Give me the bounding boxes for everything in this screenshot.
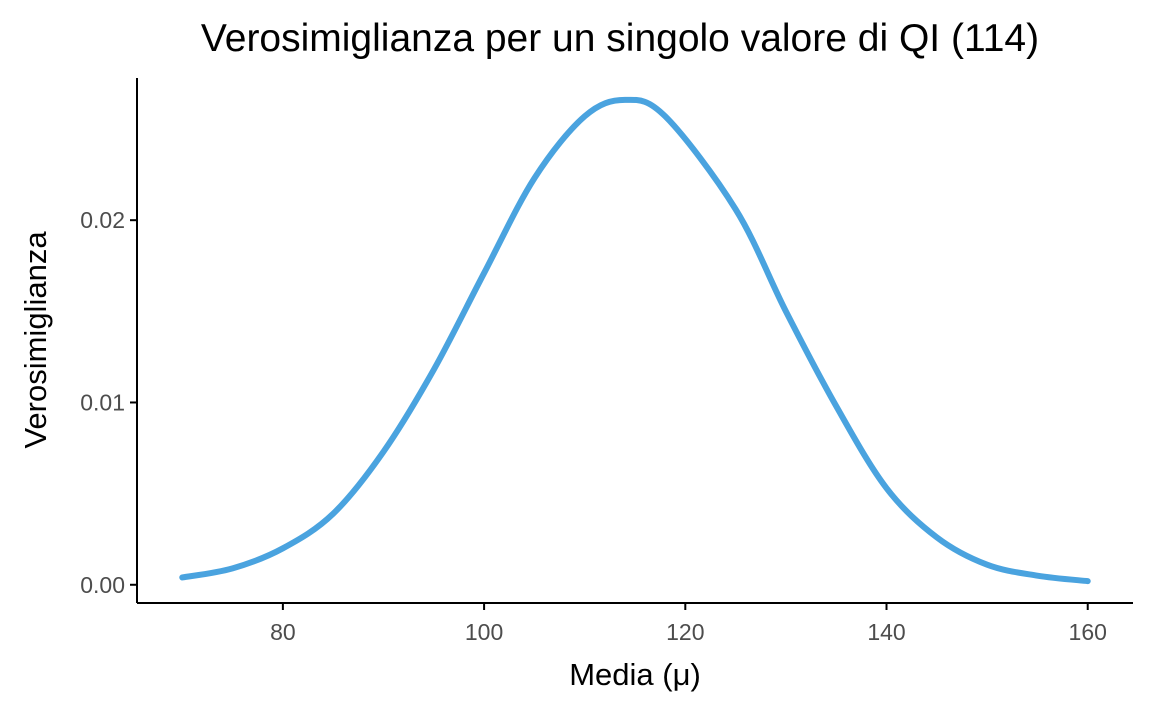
y-tick-label: 0.00 (80, 572, 125, 598)
x-axis-label: Media (μ) (569, 657, 701, 692)
y-axis-ticks: 0.00 0.01 0.02 (80, 207, 137, 598)
x-tick-label: 80 (270, 619, 296, 645)
y-axis-label: Verosimiglianza (18, 231, 53, 449)
series-layer (179, 96, 1091, 585)
x-tick-label: 160 (1069, 619, 1107, 645)
y-tick-label: 0.02 (80, 207, 125, 233)
x-tick-label: 140 (867, 619, 905, 645)
x-tick-label: 120 (666, 619, 704, 645)
x-axis-ticks: 80 100 120 140 160 (270, 603, 1107, 645)
likelihood-curve (179, 96, 1091, 585)
x-tick-label: 100 (465, 619, 503, 645)
chart-title: Verosimiglianza per un singolo valore di… (201, 17, 1039, 60)
y-tick-label: 0.01 (80, 389, 125, 415)
